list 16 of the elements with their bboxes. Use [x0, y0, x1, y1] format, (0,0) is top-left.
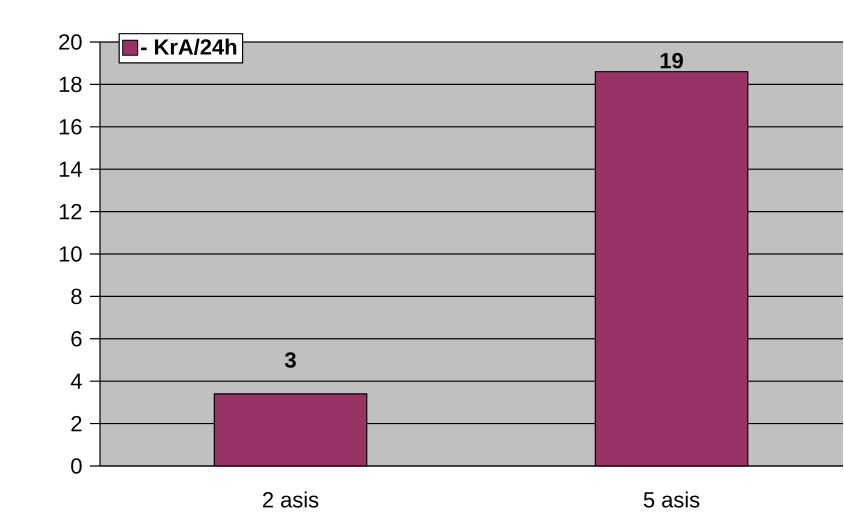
- y-tick-label: 20: [59, 34, 82, 50]
- y-tick-label: 0: [71, 458, 82, 474]
- y-tick-label: 6: [71, 331, 82, 347]
- x-tick-label: 2 asis: [263, 491, 318, 508]
- y-tick-label: 8: [71, 288, 82, 304]
- y-tick-label: 4: [70, 374, 82, 389]
- legend-label: - KrA/24h: [141, 38, 236, 55]
- y-tick-label: 14: [60, 162, 82, 177]
- y-tick-label: 12: [60, 204, 82, 220]
- y-tick-label: 18: [60, 76, 82, 92]
- y-tick-label: 10: [60, 246, 82, 262]
- y-tick-label: 16: [60, 119, 82, 135]
- x-tick-label: 5 asis: [644, 491, 700, 508]
- y-tick-label: 2: [71, 416, 82, 432]
- data-label: 19: [660, 52, 683, 68]
- data-label: 3: [284, 352, 296, 368]
